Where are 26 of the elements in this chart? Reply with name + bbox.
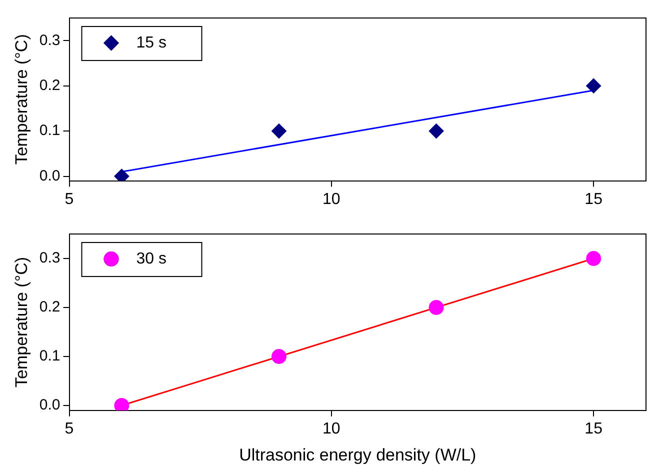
y-axis-title: Temperature (°C) xyxy=(12,256,31,388)
legend-label: 15 s xyxy=(136,34,166,52)
legend-label: 30 s xyxy=(136,250,166,268)
y-tick-label: 0.3 xyxy=(39,32,60,49)
y-tick-label: 0.3 xyxy=(39,250,60,267)
point xyxy=(428,124,444,139)
point xyxy=(271,349,286,364)
point xyxy=(114,398,130,410)
x-tick-label: 10 xyxy=(322,420,340,438)
x-tick-label: 5 xyxy=(64,420,74,438)
x-tick-label: 15 xyxy=(584,190,603,208)
y-tick-label: 0.2 xyxy=(39,76,60,94)
x-tick-label: 10 xyxy=(322,190,340,208)
x-tick-label: 15 xyxy=(584,420,603,438)
y-tick-label: 0.1 xyxy=(39,348,60,365)
y-tick-label: 0.1 xyxy=(39,122,60,140)
x-tick-label: 5 xyxy=(64,190,74,208)
y-tick-label: 0.0 xyxy=(39,167,60,184)
y-tick-label: 0.0 xyxy=(39,396,60,414)
point xyxy=(428,300,444,315)
y-axis-title: Temperature (°C) xyxy=(12,34,31,165)
y-tick-label: 0.2 xyxy=(39,298,60,316)
x-axis-title: Ultrasonic energy density (W/L) xyxy=(239,445,476,464)
point xyxy=(586,251,602,266)
point xyxy=(271,124,286,139)
point xyxy=(586,78,602,94)
